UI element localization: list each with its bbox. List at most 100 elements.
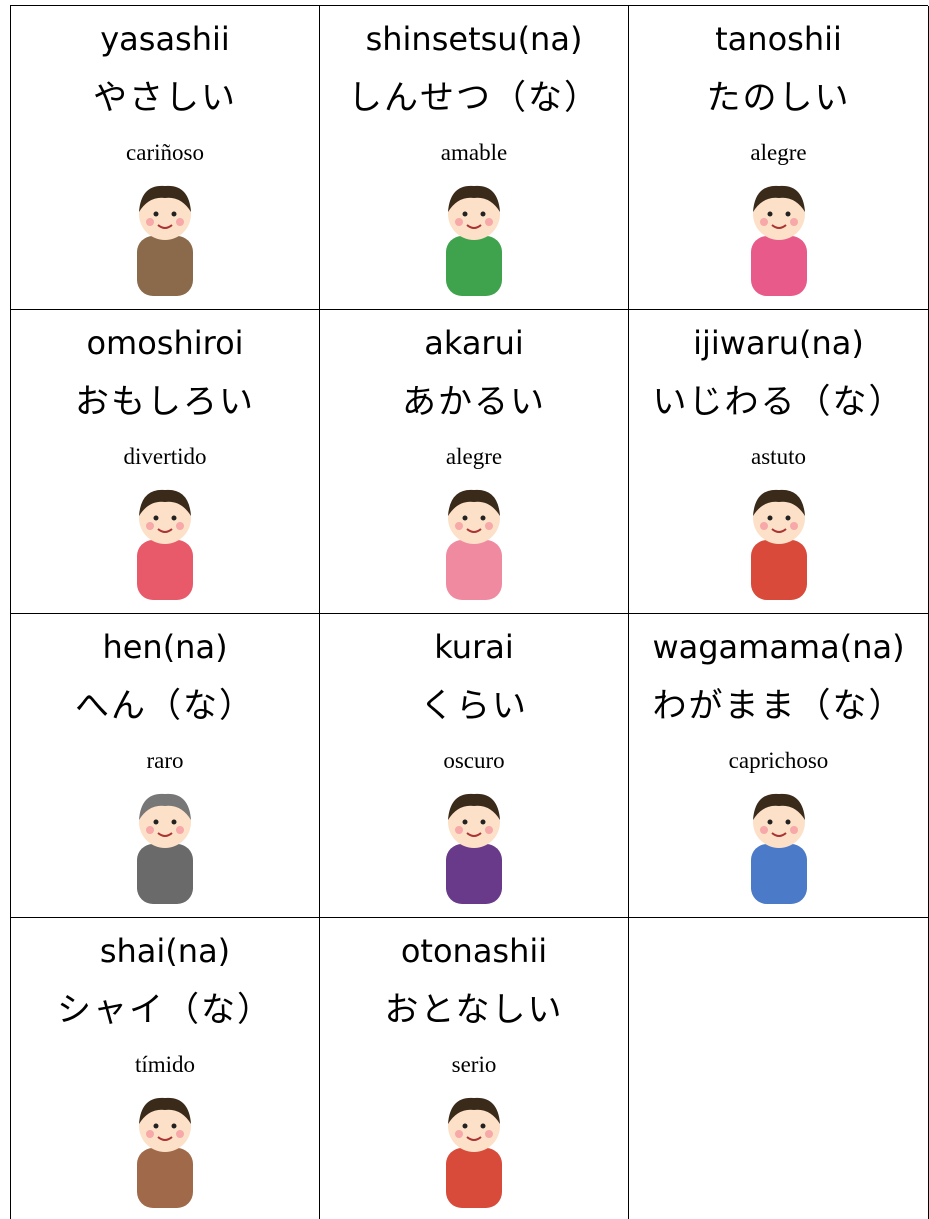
eye xyxy=(171,1123,177,1129)
hair xyxy=(448,185,500,212)
body xyxy=(750,540,807,600)
mouth xyxy=(157,224,173,229)
body xyxy=(137,844,193,904)
cheek xyxy=(455,1130,463,1138)
cheek xyxy=(485,1130,493,1138)
kana: へん（な） xyxy=(75,686,255,726)
body xyxy=(446,540,502,600)
face xyxy=(139,492,191,544)
eye xyxy=(153,211,159,217)
cheek xyxy=(176,218,184,226)
face xyxy=(139,796,191,848)
hair xyxy=(448,1097,500,1124)
illustration xyxy=(750,793,807,904)
cheek xyxy=(759,826,768,834)
card: omoshiroi おもしろい divertido xyxy=(11,310,320,614)
mouth xyxy=(466,1136,482,1141)
romaji: ijiwaru(na) xyxy=(693,324,864,362)
romaji: kurai xyxy=(434,628,514,666)
eye xyxy=(785,515,790,521)
cheek xyxy=(759,522,768,530)
body xyxy=(137,1148,193,1208)
spanish-word: serio xyxy=(451,1052,497,1077)
cheek xyxy=(485,218,493,226)
hair xyxy=(139,793,191,820)
illustration xyxy=(137,489,193,600)
romaji: omoshiroi xyxy=(86,324,244,362)
eye xyxy=(480,819,486,825)
romaji: yasashii xyxy=(100,20,230,58)
illustration xyxy=(446,793,502,904)
card: tanoshii たのしい alegre xyxy=(629,6,929,310)
cheek xyxy=(146,218,154,226)
romaji: shai(na) xyxy=(99,932,231,970)
kana: いじわる（な） xyxy=(652,382,905,422)
card-grid: yasashii やさしい cariñoso shinsetsu(na) しんせつ（な）… xyxy=(10,5,929,1219)
face xyxy=(448,796,500,848)
spanish-word: divertido xyxy=(123,444,207,469)
spanish-word: alegre xyxy=(445,444,503,469)
card: shai(na) シャイ（な） tímido xyxy=(11,918,320,1219)
card: wagamama(na) わがまま（な） caprichoso xyxy=(629,614,929,918)
mouth xyxy=(157,1136,173,1141)
spanish-word: amable xyxy=(440,140,508,165)
eye xyxy=(171,211,177,217)
spanish-word: caprichoso xyxy=(728,748,829,773)
illustration xyxy=(446,489,502,600)
eye xyxy=(171,819,177,825)
hair xyxy=(752,489,805,516)
hair xyxy=(139,1097,191,1124)
hair xyxy=(448,489,500,516)
cheek xyxy=(455,826,463,834)
card: shinsetsu(na) しんせつ（な） amable xyxy=(320,6,629,310)
card: ijiwaru(na) いじわる（な） astuto xyxy=(629,310,929,614)
kana: シャイ（な） xyxy=(57,990,273,1030)
eye xyxy=(767,515,772,521)
eye xyxy=(785,211,790,217)
eye xyxy=(480,515,486,521)
kana: あかるい xyxy=(402,382,546,422)
illustration xyxy=(137,793,193,904)
face xyxy=(448,188,500,240)
illustration xyxy=(750,185,807,296)
mouth xyxy=(770,528,787,533)
kana: おもしろい xyxy=(75,382,255,422)
hair xyxy=(139,185,191,212)
cheek xyxy=(455,218,463,226)
kana: しんせつ（な） xyxy=(348,78,600,118)
illustration xyxy=(446,185,502,296)
hair xyxy=(752,793,805,820)
eye xyxy=(767,819,772,825)
eye xyxy=(153,1123,159,1129)
body xyxy=(750,844,807,904)
cheek xyxy=(146,826,154,834)
mouth xyxy=(770,832,787,837)
spanish-word: astuto xyxy=(751,444,806,469)
romaji: akarui xyxy=(424,324,524,362)
eye xyxy=(785,819,790,825)
face xyxy=(139,1100,191,1152)
mouth xyxy=(157,528,173,533)
cheek xyxy=(176,522,184,530)
spanish-word: raro xyxy=(146,748,184,773)
hair xyxy=(752,185,805,212)
face xyxy=(752,188,805,240)
spanish-word: oscuro xyxy=(443,748,505,773)
body xyxy=(446,1148,502,1208)
kana: おとなしい xyxy=(384,990,564,1030)
eye xyxy=(171,515,177,521)
cheek xyxy=(176,826,184,834)
body xyxy=(750,236,807,296)
face xyxy=(752,492,805,544)
mouth xyxy=(466,832,482,837)
face xyxy=(448,492,500,544)
body xyxy=(137,236,193,296)
mouth xyxy=(157,832,173,837)
face xyxy=(139,188,191,240)
hair xyxy=(139,489,191,516)
card: akarui あかるい alegre xyxy=(320,310,629,614)
eye xyxy=(767,211,772,217)
face xyxy=(752,796,805,848)
romaji: wagamama(na) xyxy=(652,628,905,666)
cheek xyxy=(485,826,493,834)
